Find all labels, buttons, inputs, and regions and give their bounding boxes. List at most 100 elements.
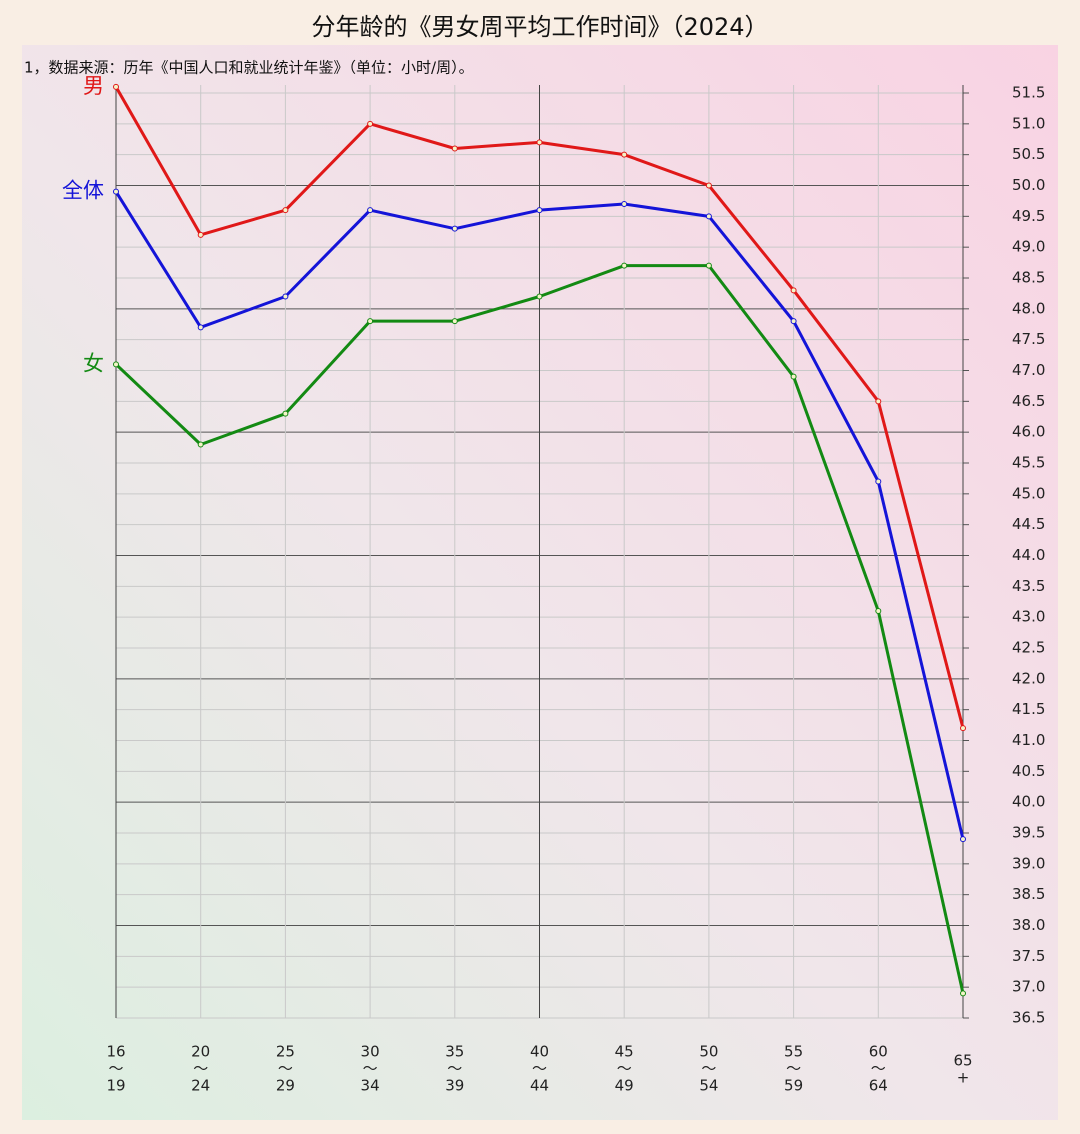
x-tick-label: ～ (363, 1060, 378, 1078)
x-tick-label: ～ (871, 1060, 886, 1078)
x-tick-label: 29 (276, 1077, 295, 1095)
point (282, 207, 289, 214)
x-tick-label: 60 (869, 1043, 888, 1061)
point (705, 213, 712, 220)
x-tick-label: 30 (361, 1043, 380, 1061)
x-tick-label: 40 (530, 1043, 549, 1061)
y-tick-label: 48.0 (1012, 299, 1045, 317)
point (113, 83, 119, 90)
y-tick-label: 37.5 (1012, 947, 1045, 965)
x-tick-label: 24 (191, 1077, 210, 1095)
y-tick-label: 48.5 (1012, 269, 1045, 287)
x-tick-label: 55 (784, 1043, 803, 1061)
x-tick-label: 35 (445, 1043, 464, 1061)
y-tick-label: 45.5 (1012, 454, 1045, 472)
y-tick-label: 42.0 (1012, 669, 1045, 687)
series-label: 男 (83, 74, 104, 98)
x-tick-label: 54 (699, 1077, 718, 1095)
y-tick-label: 43.0 (1012, 608, 1045, 626)
point (705, 262, 712, 269)
point (197, 231, 204, 238)
point (451, 145, 458, 152)
point (113, 361, 119, 368)
y-tick-label: 42.5 (1012, 639, 1045, 657)
y-tick-label: 36.5 (1012, 1009, 1045, 1027)
point (367, 318, 374, 325)
y-tick-label: 38.0 (1012, 916, 1045, 934)
point (282, 293, 289, 300)
y-tick-label: 51.5 (1012, 84, 1045, 102)
y-tick-label: 40.0 (1012, 793, 1045, 811)
y-tick-label: 44.5 (1012, 515, 1045, 533)
x-tick-label: 34 (361, 1077, 380, 1095)
point (536, 139, 543, 146)
y-tick-label: 51.0 (1012, 114, 1045, 132)
y-tick-label: 39.5 (1012, 824, 1045, 842)
point (621, 201, 628, 207)
y-tick-label: 40.5 (1012, 762, 1045, 780)
y-tick-label: 37.0 (1012, 978, 1045, 996)
y-tick-label: 41.5 (1012, 700, 1045, 718)
point (875, 608, 882, 614)
point (960, 725, 966, 732)
y-tick-label: 49.0 (1012, 238, 1045, 256)
x-tick-label: 50 (699, 1043, 718, 1061)
x-tick-label: ～ (108, 1060, 123, 1078)
x-tick-label: ～ (193, 1060, 208, 1078)
x-tick-label: 65 (953, 1052, 972, 1070)
x-tick-label: ～ (617, 1060, 632, 1078)
point (451, 225, 458, 232)
point (875, 478, 882, 485)
chart-subtitle: 1，数据来源：历年《中国人口和就业统计年鉴》（单位：小时/周）。 (24, 59, 474, 77)
x-tick-label: 44 (530, 1077, 549, 1095)
point (705, 182, 712, 189)
x-tick-label: ～ (701, 1060, 716, 1078)
y-tick-label: 43.5 (1012, 577, 1045, 595)
y-tick-label: 44.0 (1012, 546, 1045, 564)
point (960, 990, 966, 997)
series-label: 全体 (62, 179, 104, 203)
x-tick-label: ～ (278, 1060, 293, 1078)
point (367, 207, 374, 214)
point (621, 262, 628, 269)
x-tick-label: 64 (869, 1077, 888, 1095)
point (282, 410, 289, 417)
point (790, 318, 797, 325)
x-tick-label: 20 (191, 1043, 210, 1061)
x-tick-label: 39 (445, 1077, 464, 1095)
point (875, 398, 882, 405)
x-tick-label: 45 (615, 1043, 634, 1061)
y-tick-label: 47.0 (1012, 361, 1045, 379)
x-tick-label: ～ (532, 1060, 547, 1078)
point (197, 324, 204, 331)
x-tick-label: 25 (276, 1043, 295, 1061)
y-tick-label: 47.5 (1012, 330, 1045, 348)
y-tick-label: 49.5 (1012, 207, 1045, 225)
x-tick-label: 49 (615, 1077, 634, 1095)
y-tick-label: 46.0 (1012, 423, 1045, 441)
y-tick-label: 50.5 (1012, 145, 1045, 163)
y-tick-label: 38.5 (1012, 885, 1045, 903)
point (790, 287, 797, 294)
point (621, 151, 628, 158)
chart-title: 分年龄的《男女周平均工作时间》（2024） (311, 13, 768, 41)
y-tick-label: 46.5 (1012, 392, 1045, 410)
x-tick-label: ～ (447, 1060, 462, 1078)
y-tick-label: 45.0 (1012, 484, 1045, 502)
point (197, 441, 204, 448)
x-tick-label: 16 (106, 1043, 125, 1061)
x-tick-label: + (957, 1069, 970, 1087)
point (113, 188, 119, 195)
series-label: 女 (83, 351, 104, 375)
point (790, 373, 797, 380)
y-tick-label: 39.0 (1012, 854, 1045, 872)
point (536, 293, 543, 300)
point (451, 318, 458, 325)
point (536, 207, 543, 214)
y-tick-label: 50.0 (1012, 176, 1045, 194)
point (367, 120, 374, 127)
point (960, 836, 966, 843)
x-tick-label: 19 (106, 1077, 125, 1095)
